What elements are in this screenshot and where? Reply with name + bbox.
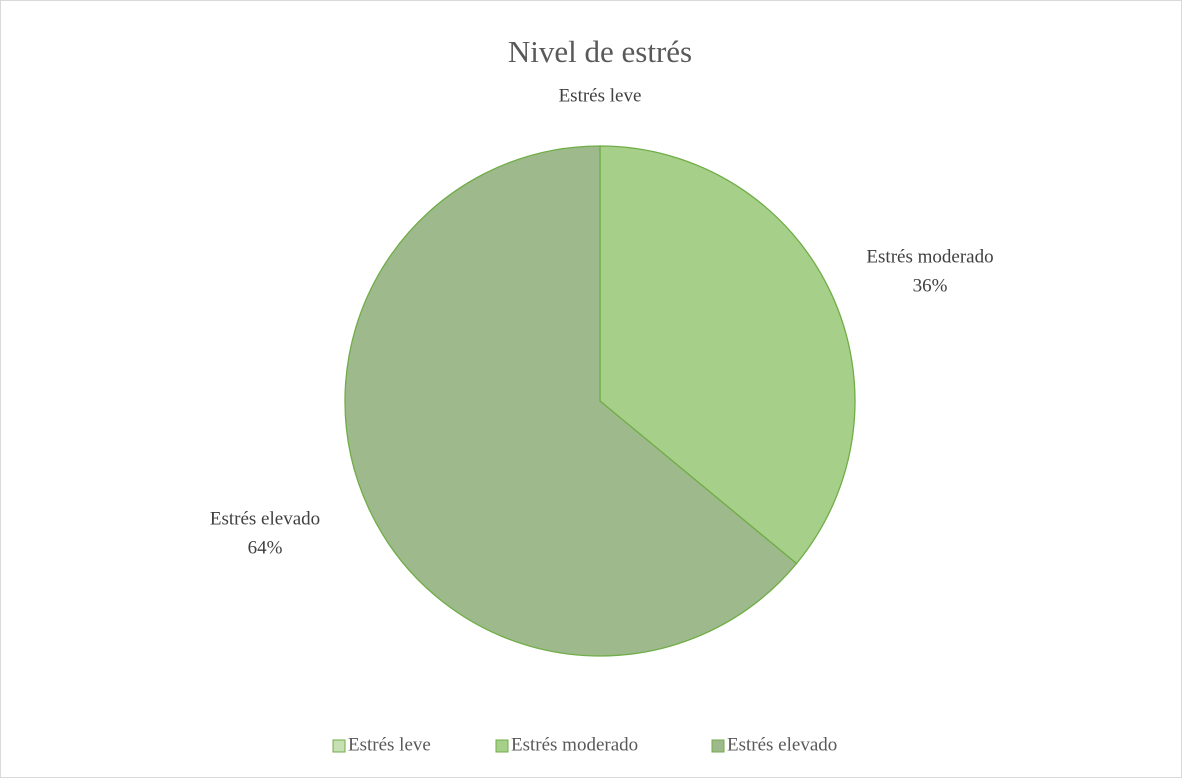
data-label-value: 36% (913, 275, 948, 296)
legend-swatch (495, 739, 509, 753)
pie-slice (344, 145, 798, 657)
data-label-name: Estrés elevado (210, 508, 320, 529)
pie-slice (599, 145, 856, 565)
legend-label: Estrés elevado (727, 734, 837, 755)
legend-label: Estrés leve (348, 734, 431, 755)
legend-swatch (332, 739, 346, 753)
chart-title: Nivel de estrés (508, 34, 692, 69)
data-label-value: 64% (248, 537, 283, 558)
data-label-name: Estrés leve (559, 85, 642, 106)
data-label-name: Estrés moderado (866, 246, 993, 267)
legend-label: Estrés moderado (511, 734, 638, 755)
legend-swatch (711, 739, 725, 753)
